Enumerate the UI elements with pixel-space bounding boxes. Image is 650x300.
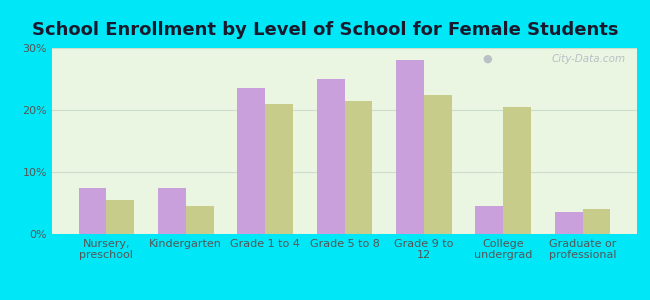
Text: City-Data.com: City-Data.com [551, 54, 625, 64]
Bar [107, 200, 134, 234]
Bar [344, 101, 372, 234]
Bar [396, 60, 424, 234]
Bar [317, 79, 345, 234]
Bar [475, 206, 503, 234]
Bar [79, 188, 107, 234]
Bar [555, 212, 582, 234]
Bar [424, 94, 452, 234]
Bar [158, 188, 186, 234]
Text: School Enrollment by Level of School for Female Students: School Enrollment by Level of School for… [32, 21, 618, 39]
Bar [237, 88, 265, 234]
Text: ●: ● [482, 54, 491, 64]
Bar [186, 206, 214, 234]
Bar [503, 107, 531, 234]
Bar [582, 209, 610, 234]
Bar [265, 104, 293, 234]
